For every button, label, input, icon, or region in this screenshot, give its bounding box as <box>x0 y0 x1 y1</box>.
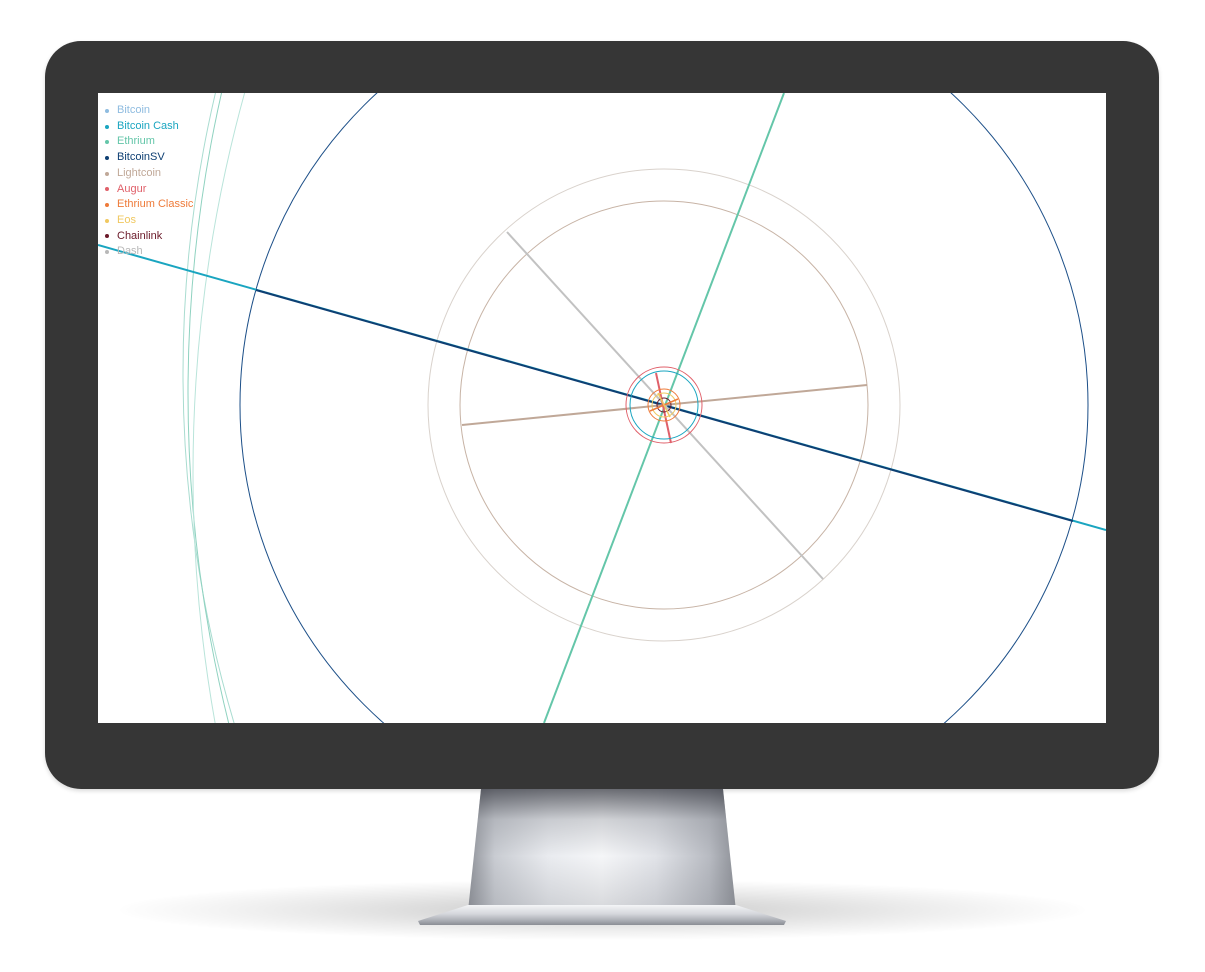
legend-item-bitcoinsv[interactable]: BitcoinSV <box>104 150 193 166</box>
legend-label: Bitcoin <box>117 104 151 116</box>
ring-lightcoin-orbit <box>459 200 869 610</box>
ring-bitcoincash <box>629 370 699 440</box>
ring-chainlink <box>656 397 672 413</box>
legend-item-dash[interactable]: Dash <box>104 244 193 260</box>
legend-label: Ethrium <box>117 135 155 148</box>
legend-dot <box>105 187 109 192</box>
legend-dot <box>105 218 109 223</box>
legend: Bitcoin Bitcoin Cash Ethrium BitcoinSV L… <box>104 103 193 260</box>
legend-dot <box>105 124 109 129</box>
legend-dot <box>105 155 109 160</box>
screen: Bitcoin Bitcoin Cash Ethrium BitcoinSV L… <box>98 93 1106 723</box>
ring-ethrium-classic <box>647 388 681 422</box>
legend-item-ethrium[interactable]: Ethrium <box>104 134 193 150</box>
legend-label: BitcoinSV <box>117 151 165 164</box>
legend-item-eos[interactable]: Eos <box>104 213 193 229</box>
legend-label: Lightcoin <box>117 166 162 179</box>
legend-label: Dash <box>117 245 143 258</box>
legend-dot <box>105 108 109 113</box>
arc-ethrium-outer <box>182 93 235 723</box>
ring-bitcoinsv-orbit <box>239 93 1089 723</box>
legend-item-bitcoin-cash[interactable]: Bitcoin Cash <box>104 119 193 135</box>
spoke-augur <box>655 372 672 444</box>
legend-dot <box>105 234 109 239</box>
arc-bitcoin-outer <box>192 93 246 723</box>
legend-label: Augur <box>117 182 147 195</box>
monitor-stand-shade <box>468 789 736 911</box>
monitor-stand-base <box>418 905 786 925</box>
legend-item-augur[interactable]: Augur <box>104 182 193 198</box>
legend-dot <box>105 250 109 255</box>
legend-label: Ethrium Classic <box>117 198 194 211</box>
legend-label: Eos <box>117 213 136 226</box>
legend-dot <box>105 140 109 145</box>
legend-label: Chainlink <box>117 229 163 242</box>
ring-eos <box>651 392 677 418</box>
legend-dot <box>105 171 109 176</box>
arc-ethrium-middle <box>187 93 230 723</box>
ring-dash-orbit <box>427 168 901 642</box>
legend-item-ethrium-classic[interactable]: Ethrium Classic <box>104 197 193 213</box>
spoke-eos <box>657 392 671 418</box>
orbit-visualization <box>98 93 1106 723</box>
legend-item-bitcoin[interactable]: Bitcoin <box>104 103 193 119</box>
legend-item-chainlink[interactable]: Chainlink <box>104 229 193 245</box>
legend-label: Bitcoin Cash <box>117 119 179 132</box>
legend-dot <box>105 203 109 208</box>
ring-augur <box>625 366 703 444</box>
legend-item-lightcoin[interactable]: Lightcoin <box>104 166 193 182</box>
